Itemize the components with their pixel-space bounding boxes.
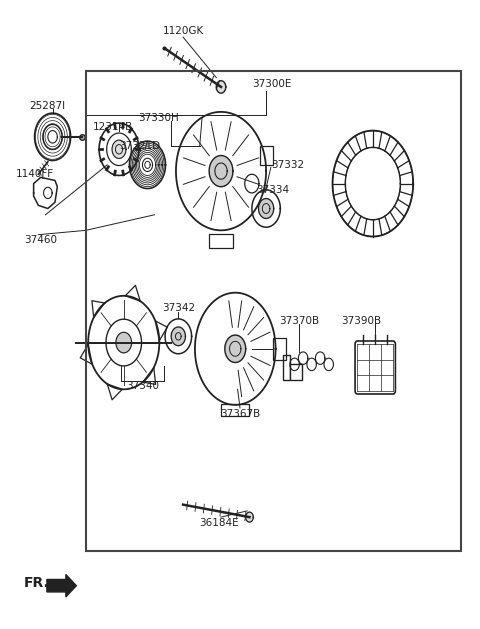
- Text: 37332: 37332: [271, 160, 304, 170]
- Polygon shape: [209, 155, 233, 187]
- Bar: [283, 355, 290, 380]
- Bar: [290, 364, 301, 380]
- Bar: [209, 234, 233, 248]
- Polygon shape: [112, 140, 126, 159]
- Polygon shape: [333, 131, 413, 237]
- Text: 37334: 37334: [257, 185, 290, 195]
- Text: 36184E: 36184E: [199, 518, 239, 528]
- Bar: [86, 71, 461, 552]
- Polygon shape: [171, 327, 185, 346]
- Text: 12314B: 12314B: [93, 123, 133, 133]
- Bar: [260, 147, 273, 165]
- Polygon shape: [43, 125, 62, 149]
- Polygon shape: [35, 113, 71, 160]
- Polygon shape: [88, 296, 159, 389]
- Polygon shape: [259, 199, 274, 218]
- Polygon shape: [195, 292, 276, 405]
- Polygon shape: [252, 190, 280, 227]
- Text: 37330H: 37330H: [138, 113, 179, 123]
- Text: 25287I: 25287I: [29, 101, 65, 111]
- Text: 37340: 37340: [126, 381, 159, 391]
- Text: 37321D: 37321D: [119, 141, 160, 151]
- Text: 37300E: 37300E: [252, 79, 291, 89]
- Polygon shape: [99, 123, 139, 175]
- Text: 1140FF: 1140FF: [16, 169, 54, 179]
- Text: 1120GK: 1120GK: [162, 26, 204, 36]
- Bar: [221, 404, 250, 416]
- Bar: [273, 338, 287, 360]
- Polygon shape: [225, 335, 246, 362]
- Polygon shape: [345, 147, 400, 220]
- FancyBboxPatch shape: [355, 341, 396, 394]
- Polygon shape: [165, 319, 192, 353]
- Text: 37460: 37460: [24, 235, 57, 245]
- Polygon shape: [216, 81, 226, 93]
- Text: 37342: 37342: [162, 303, 195, 313]
- Polygon shape: [246, 512, 253, 522]
- Polygon shape: [130, 141, 166, 189]
- Polygon shape: [116, 332, 132, 353]
- Text: 37390B: 37390B: [341, 316, 381, 326]
- Polygon shape: [47, 574, 76, 597]
- Text: FR.: FR.: [24, 576, 50, 589]
- Text: 37370B: 37370B: [279, 316, 319, 326]
- Polygon shape: [176, 112, 266, 230]
- Polygon shape: [106, 319, 142, 366]
- Text: 37367B: 37367B: [220, 409, 260, 420]
- Polygon shape: [107, 133, 132, 165]
- Polygon shape: [143, 159, 153, 172]
